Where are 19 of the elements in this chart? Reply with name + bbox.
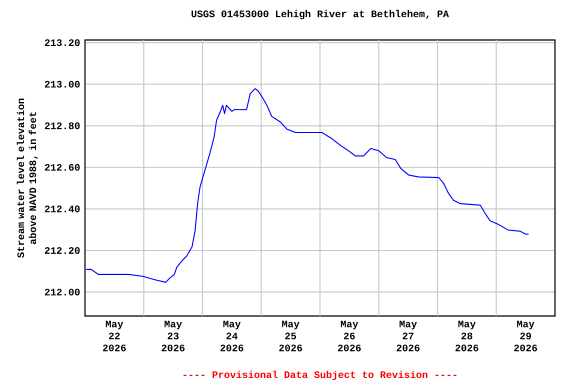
y-tick-label: 212.60	[44, 164, 80, 171]
y-tick-label: 212.20	[44, 247, 80, 254]
y-tick-label: 213.00	[44, 80, 80, 88]
x-tick-label: May 24 2026	[220, 320, 244, 352]
y-tick-label: 213.20	[44, 39, 80, 46]
x-tick-label: May 28 2026	[455, 320, 478, 352]
y-tick-label: 212.40	[44, 206, 80, 212]
y-tick-label: 212.00	[44, 288, 80, 296]
x-tick-label: May 25 2026	[279, 320, 302, 352]
chart-title: USGS 01453000 Lehigh River at Bethlehem, PA	[192, 10, 449, 20]
line-series	[86, 88, 530, 283]
text: ---- Provisional Data Subject to Revision ----	[184, 370, 456, 380]
x-tick-label: May 27 2026	[396, 320, 420, 352]
x-tick-label: May 23 2026	[162, 320, 185, 352]
y-axis-title: Stream water level elevation above NAVD 1988, in feet	[16, 98, 38, 258]
x-tick-label: May 29 2026	[514, 320, 538, 352]
x-tick-label: May 22 2026	[102, 320, 126, 352]
x-tick-label: May 26 2026	[338, 320, 361, 352]
y-tick-label: 212.80	[44, 122, 80, 130]
